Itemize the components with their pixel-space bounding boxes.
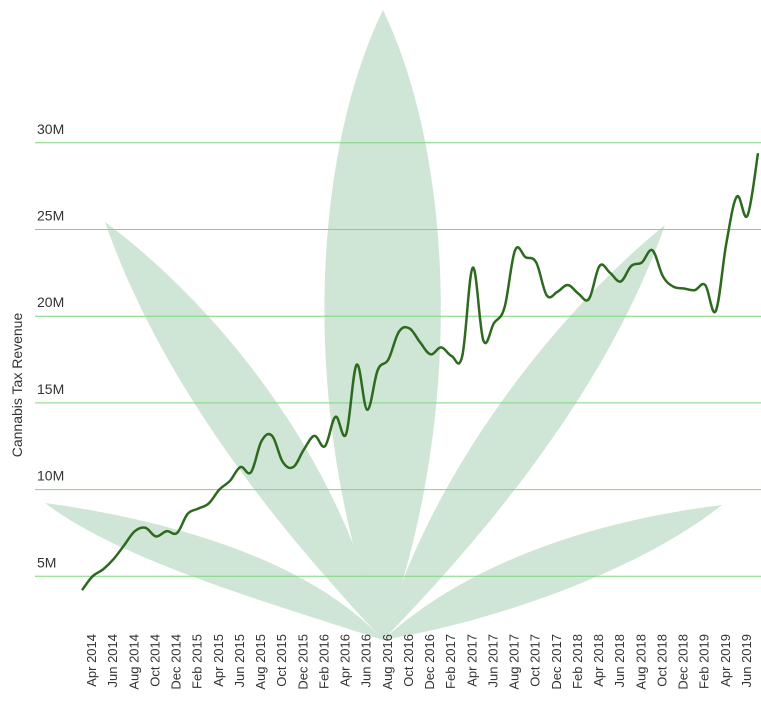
x-tick-label: Apr 2014 [84,634,99,687]
x-tick-label: Apr 2017 [464,634,479,687]
x-tick-label: Feb 2017 [443,634,458,689]
y-tick-label: 15M [37,381,64,397]
x-tick-label: Feb 2018 [570,634,585,689]
x-tick-label: Jun 2019 [739,634,754,688]
x-tick-label: Jun 2018 [612,634,627,688]
x-tick-label: Aug 2014 [126,634,141,690]
y-axis-label: Cannabis Tax Revenue [9,313,25,458]
x-tick-label: Dec 2016 [422,634,437,690]
x-tick-label: Feb 2016 [316,634,331,689]
x-tick-label: Apr 2018 [591,634,606,687]
y-tick-label: 20M [37,294,64,310]
chart: Cannabis Tax Revenue 5M 10M 15M 20M 25M 30M Ap… [0,0,761,703]
y-tick-label: 5M [37,554,56,570]
x-tick-label: Oct 2018 [654,634,669,687]
x-tick-label: Jun 2016 [359,634,374,688]
x-tick-label: Apr 2016 [338,634,353,687]
x-tick-label: Aug 2018 [633,634,648,690]
x-tick-label: Jun 2017 [485,634,500,688]
x-tick-label: Dec 2018 [676,634,691,690]
x-tick-label: Dec 2017 [549,634,564,690]
x-tick-label: Dec 2015 [295,634,310,690]
y-tick-label: 25M [37,208,64,224]
x-tick-label: Apr 2019 [718,634,733,687]
y-tick-label: 10M [37,468,64,484]
x-tick-label: Feb 2019 [697,634,712,689]
x-tick-label: Oct 2016 [401,634,416,687]
x-tick-label: Oct 2014 [147,634,162,687]
x-tick-label: Aug 2015 [253,634,268,690]
x-tick-label: Feb 2015 [190,634,205,689]
x-tick-label: Aug 2016 [380,634,395,690]
y-tick-label: 30M [37,121,64,137]
x-tick-label: Aug 2017 [507,634,522,690]
x-tick-label: Apr 2015 [211,634,226,687]
x-tick-label: Jun 2014 [105,634,120,688]
leaf-background [45,10,722,640]
x-tick-label: Jun 2015 [232,634,247,688]
x-tick-label: Dec 2014 [169,634,184,690]
x-tick-label: Oct 2017 [528,634,543,687]
x-tick-label: Oct 2015 [274,634,289,687]
